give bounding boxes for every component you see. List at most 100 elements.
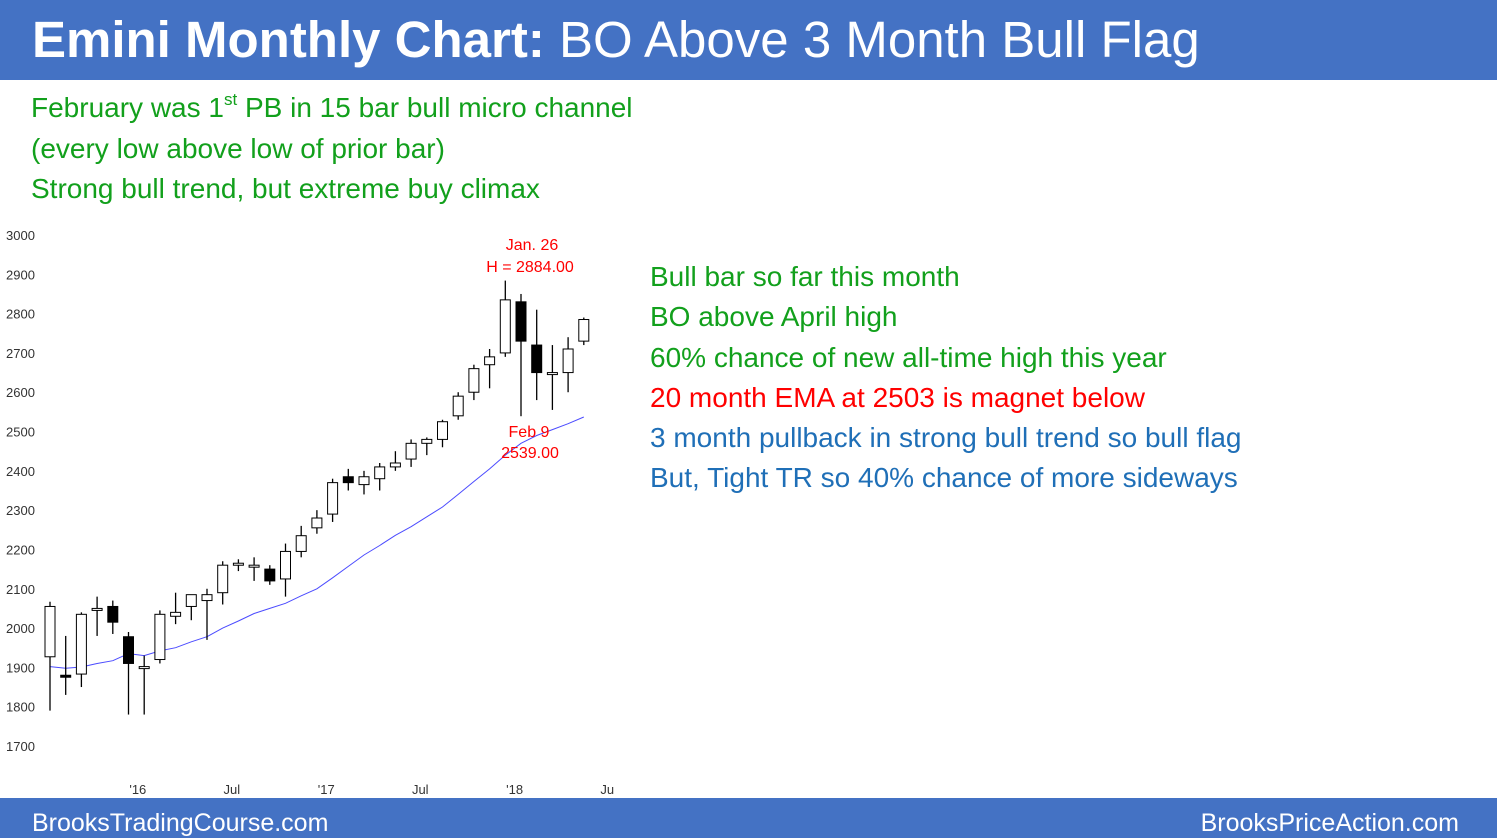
candle — [327, 478, 339, 522]
candle-body — [531, 344, 543, 374]
candle — [389, 451, 401, 471]
candle — [295, 525, 307, 558]
candle-body — [185, 594, 197, 607]
page-title: Emini Monthly Chart: BO Above 3 Month Bu… — [32, 6, 1200, 74]
candle-body — [358, 476, 370, 486]
candle-body — [75, 613, 87, 675]
candle — [201, 588, 213, 640]
candle-body — [468, 368, 480, 393]
candle-body — [295, 535, 307, 552]
candle-body — [154, 613, 166, 661]
title-rest: BO Above 3 Month Bull Flag — [544, 11, 1200, 68]
note-line-5: 3 month pullback in strong bull trend so… — [650, 422, 1242, 454]
y-tick-label: 2000 — [6, 621, 35, 636]
candle — [468, 364, 480, 401]
candle — [515, 293, 527, 417]
candle-body — [389, 462, 401, 468]
annotation-low-value: 2539.00 — [501, 445, 559, 462]
footer-left-link[interactable]: BrooksTradingCourse.com — [32, 809, 329, 837]
candle — [154, 610, 166, 664]
candle — [264, 565, 276, 585]
candlestick-chart: 3000 2900 2800 2700 2600 2500 2400 2300 2200 2100… — [6, 228, 614, 797]
y-tick-label: 1800 — [6, 700, 35, 715]
candle-body — [499, 299, 511, 354]
candle-body — [91, 607, 103, 611]
candle-body — [374, 466, 386, 480]
y-tick-label: 1900 — [6, 660, 35, 675]
candle-body — [327, 482, 339, 515]
y-axis: 3000 2900 2800 2700 2600 2500 2400 2300 2200 2100… — [6, 228, 35, 754]
x-tick-label: '16 — [129, 782, 146, 797]
ema-line — [49, 416, 584, 669]
y-tick-label: 2600 — [6, 385, 35, 400]
y-tick-label: 2300 — [6, 503, 35, 518]
y-tick-label: 2100 — [6, 582, 35, 597]
candle-body — [515, 301, 527, 342]
candle-body — [232, 562, 244, 566]
candle — [452, 392, 464, 420]
candle — [499, 280, 511, 357]
candle — [123, 632, 134, 715]
annotation-high-date: Jan. 26 — [506, 237, 559, 254]
intro-line-1: February was 1st PB in 15 bar bull micro… — [31, 88, 633, 129]
candle — [248, 557, 260, 581]
note-line-4: 20 month EMA at 2503 is magnet below — [650, 381, 1145, 413]
intro-text: February was 1st PB in 15 bar bull micro… — [31, 88, 633, 210]
candle — [358, 470, 370, 495]
candle-body — [201, 594, 213, 602]
candle-body — [107, 605, 119, 623]
intro-line-3: Strong bull trend, but extreme buy clima… — [31, 173, 540, 204]
x-tick-label: Jul — [412, 782, 429, 797]
title-bar: Emini Monthly Chart: BO Above 3 Month Bu… — [0, 0, 1497, 80]
candle — [421, 437, 433, 456]
candle — [60, 635, 72, 695]
candle-body — [421, 438, 433, 444]
title-bold: Emini Monthly Chart: — [32, 11, 545, 68]
candle — [562, 337, 574, 393]
candle — [280, 543, 291, 597]
candle — [311, 510, 323, 534]
intro-line-1-b: PB in 15 bar bull micro channel — [237, 92, 633, 123]
candle — [437, 419, 448, 448]
candle-body — [311, 517, 323, 529]
x-tick-label: Jul — [224, 782, 241, 797]
y-tick-label: 2800 — [6, 307, 35, 322]
candle — [578, 317, 590, 346]
chart-annotations: Jan. 26 H = 2884.00 Feb 9 2539.00 — [486, 237, 574, 462]
candle — [546, 345, 558, 410]
footer-right-link[interactable]: BrooksPriceAction.com — [1200, 809, 1459, 837]
candle — [405, 439, 417, 467]
candle-body — [562, 348, 574, 374]
x-tick-label: '18 — [506, 782, 523, 797]
candle-body — [342, 476, 354, 484]
candle — [91, 596, 103, 636]
candle — [342, 468, 354, 491]
candle-body — [578, 319, 590, 342]
candle — [75, 612, 87, 688]
y-tick-label: 2500 — [6, 425, 35, 440]
candle-body — [138, 666, 150, 670]
x-tick-label: '17 — [318, 782, 335, 797]
candle-body — [170, 611, 182, 617]
candle-body — [280, 550, 291, 580]
candle — [232, 559, 244, 572]
notes: Bull bar so far this month BO above Apri… — [650, 257, 1241, 499]
footer-bar: BrooksTradingCourse.com BrooksPriceActio… — [0, 798, 1497, 838]
candle — [107, 600, 119, 634]
candle-body — [44, 605, 56, 658]
candle-body — [484, 356, 496, 366]
candle-body — [405, 442, 417, 460]
y-tick-label: 2700 — [6, 346, 35, 361]
candle-body — [123, 636, 134, 664]
candle-body — [217, 564, 229, 594]
note-line-1: Bull bar so far this month — [650, 261, 960, 292]
candle-body — [248, 564, 260, 568]
annotation-low-date: Feb 9 — [509, 424, 550, 441]
note-line-2: BO above April high — [650, 301, 898, 333]
candle-body — [452, 395, 464, 417]
y-tick-label: 1700 — [6, 739, 35, 754]
candles — [44, 280, 590, 715]
intro-line-2: (every low above low of prior bar) — [31, 132, 445, 164]
x-axis: '16 Jul '17 Jul '18 Ju — [129, 782, 614, 797]
y-tick-label: 2200 — [6, 542, 35, 557]
